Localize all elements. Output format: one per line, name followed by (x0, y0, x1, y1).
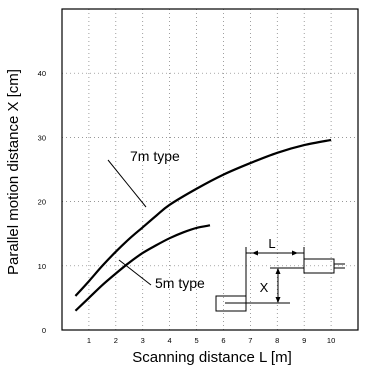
series-group (74, 138, 332, 312)
l-arrow-right (292, 250, 298, 256)
x-tick-label: 9 (302, 336, 306, 345)
y-tick-label: 0 (42, 326, 46, 335)
x-tick-label: 6 (221, 336, 225, 345)
y-tick-label: 30 (38, 133, 46, 142)
x-tick-label: 1 (87, 336, 91, 345)
x-arrow-up (275, 268, 281, 274)
y-axis-title: Parallel motion distance X [cm] (5, 69, 22, 275)
x-ticks: 1 2 3 4 5 6 7 8 9 10 (87, 336, 335, 345)
y-tick-label: 20 (38, 198, 46, 207)
y-tick-label: 40 (38, 69, 46, 78)
y-ticks: 0 10 20 30 40 (38, 69, 46, 335)
annotation-leader-5m (118, 259, 152, 286)
plot-frame (61, 8, 359, 331)
inset-label-l: L (268, 236, 275, 251)
sensor-box-right (303, 258, 335, 274)
grid (62, 9, 358, 330)
x-tick-label: 2 (114, 336, 118, 345)
annotation-5m-type: 5m type (155, 275, 205, 291)
x-axis-title: Scanning distance L [m] (132, 349, 292, 366)
x-tick-label: 8 (275, 336, 279, 345)
x-tick-label: 10 (327, 336, 335, 345)
annotation-7m-type: 7m type (130, 148, 180, 164)
x-tick-label: 5 (194, 336, 198, 345)
x-arrow-down (275, 297, 281, 303)
inset-label-x: X (260, 280, 269, 295)
l-arrow-left (252, 250, 258, 256)
annotation-leader-7m (107, 159, 147, 208)
x-tick-label: 3 (141, 336, 145, 345)
x-tick-label: 7 (248, 336, 252, 345)
x-tick-label: 4 (168, 336, 172, 345)
series-line-5m-type (74, 224, 211, 312)
series-line-7m-type (74, 138, 332, 297)
inset-diagram (215, 247, 345, 312)
y-tick-label: 10 (38, 262, 46, 271)
